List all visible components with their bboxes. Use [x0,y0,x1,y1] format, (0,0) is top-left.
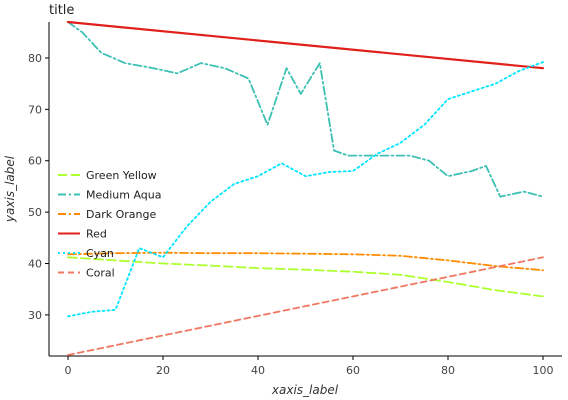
legend-label-medium-aqua: Medium Aqua [86,189,162,202]
x-tick-label: 40 [251,364,265,377]
series-line-medium-aqua [67,21,544,198]
x-tick-label: 0 [65,364,72,377]
series-line-coral [67,256,544,356]
x-tick-group: 0 20 40 60 80 100 [65,356,554,377]
y-tick-label: 30 [28,309,42,322]
legend: Green Yellow Medium Aqua Dark Orange Red Cya… [58,169,162,280]
y-tick-label: 80 [28,52,42,65]
legend-label-cyan: Cyan [86,247,114,260]
legend-label-red: Red [86,228,107,241]
y-tick-label: 40 [28,258,42,271]
chart-title: title [49,3,74,18]
legend-label-green-yellow: Green Yellow [86,169,157,182]
series-line-red [66,20,545,70]
x-tick-label: 100 [533,364,554,377]
series-layer [66,20,545,356]
x-tick-label: 20 [156,364,170,377]
x-axis-title: xaxis_label [271,383,339,397]
x-tick-label: 60 [346,364,360,377]
legend-label-dark-orange: Dark Orange [86,208,156,221]
y-axis-title: yaxis_label [3,155,17,223]
y-tick-group: 30 40 50 60 70 80 [28,52,49,322]
y-tick-label: 60 [28,155,42,168]
y-tick-label: 70 [28,103,42,116]
x-tick-label: 80 [441,364,455,377]
series-line-dark-orange [67,251,544,272]
series-line-green-yellow [67,256,544,298]
y-tick-label: 50 [28,206,42,219]
legend-label-coral: Coral [86,267,115,280]
series-line-cyan [67,61,544,318]
